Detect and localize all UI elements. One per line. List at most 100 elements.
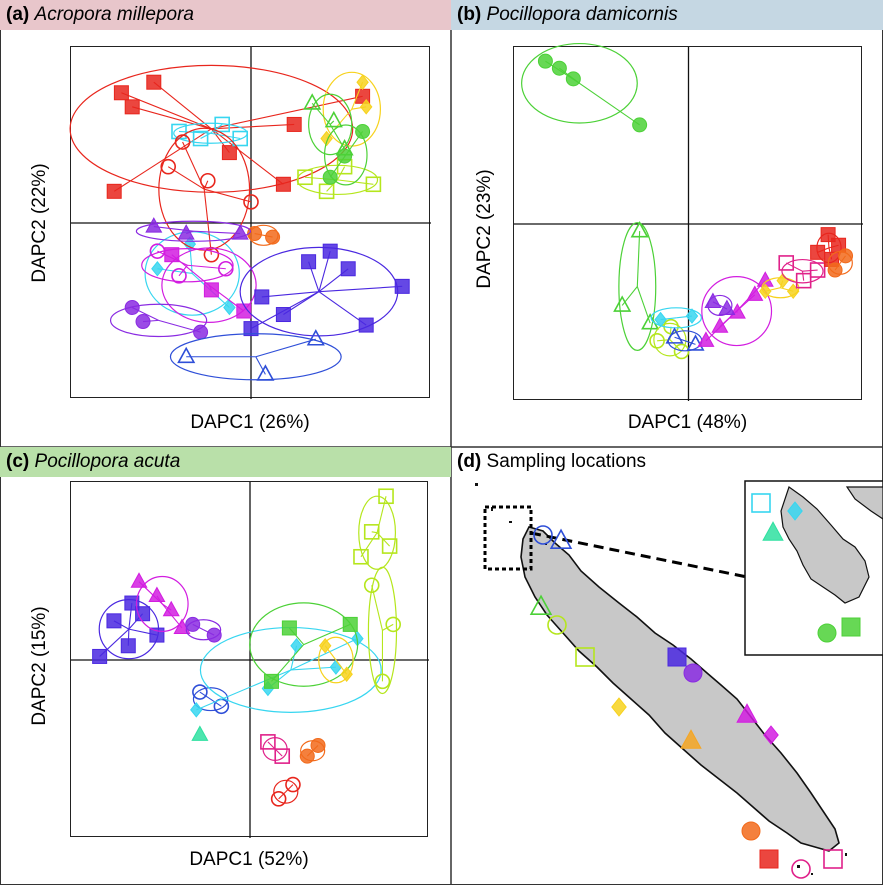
series-pink-square [260,734,291,764]
centroid-spoke [311,102,331,125]
centroid-spoke [274,748,283,757]
data-point [124,595,140,611]
data-point [191,725,209,741]
inset-land [780,486,870,604]
data-point [254,289,270,305]
series-pink-square [778,255,826,289]
data-point [630,221,649,238]
map-sites [529,493,861,879]
inertia-ellipse [618,222,657,351]
data-point [177,346,196,364]
centroid-spoke [193,230,241,235]
data-point [711,317,729,333]
panel-a-header: (a) Acropora millepora [0,0,451,30]
inertia-ellipse [781,258,824,284]
data-point [232,130,248,147]
data-point [243,321,259,337]
data-point [218,260,234,277]
data-point [318,183,335,200]
data-point [151,260,164,277]
panel-b: (b) Pocillopora damicornis DAPC2 (23%) D… [451,0,883,447]
series-violet-circle [109,299,209,340]
site-marker [823,849,843,869]
data-point [310,737,326,753]
series-lime-circle [363,566,402,695]
inset-map [744,480,883,656]
data-point [365,176,382,193]
series-yellow-diamond [320,71,382,147]
series-red-circle [270,776,301,807]
data-point [275,176,291,192]
data-point [297,169,313,186]
data-point [120,638,136,654]
data-point [243,194,259,210]
series-red-square [69,64,371,199]
inset-region-box [483,505,533,571]
panel-c-ylabel: DAPC2 (15%) [29,606,50,726]
data-point [231,224,249,240]
data-point [265,229,281,245]
data-point [106,613,122,629]
data-point [113,85,129,101]
centroid-spoke [113,128,212,192]
inset-site-marker [841,617,861,637]
site-marker [667,647,687,667]
series-blue-triangle [665,327,705,352]
data-point [192,130,209,147]
data-point [809,262,826,278]
centroid-spoke [211,95,363,130]
data-point [613,295,632,312]
site-marker [741,821,761,841]
centroid-spoke [371,531,378,534]
data-point [665,327,684,344]
data-point [363,577,380,594]
inertia-ellipse [273,779,299,804]
data-point [704,292,722,308]
inertia-ellipse [135,220,252,242]
series-green-triangle [303,93,354,156]
inertia-ellipse [701,276,773,347]
data-point [329,659,343,675]
data-point [565,71,581,87]
data-point [256,364,275,381]
data-point [355,123,371,139]
inertia-ellipse [358,495,397,570]
site-marker [759,849,779,869]
data-point [149,627,165,643]
centroid-spoke [211,123,295,130]
series-magenta-circle [141,243,234,284]
data-point [359,99,373,115]
series-red-circle [158,127,259,263]
data-point [185,616,201,632]
centroid-spoke [204,188,252,203]
inertia-ellipse [521,42,638,124]
centroid-spoke [210,132,241,140]
series-red-square [810,227,847,267]
panel-c-species: Pocillopora acuta [34,451,181,472]
data-point [260,734,276,750]
inset-site-marker [817,623,837,643]
data-point [177,224,195,240]
series-cyan-diamond [190,626,382,718]
data-point [263,673,279,689]
centroid-spoke [329,120,335,125]
data-point [149,243,166,259]
panel-a-label: (a) [6,4,30,25]
data-point [270,791,287,807]
centroid-spoke [684,340,696,345]
centroid-spoke [318,285,403,293]
series-indigo-square [239,243,410,337]
series-green-square [249,602,359,689]
panel-b-species: Pocillopora damicornis [486,4,678,25]
data-point [778,255,795,271]
data-point [632,117,648,133]
centroid-spoke [211,128,284,185]
site-marker [611,697,627,717]
data-point [193,324,209,340]
series-violet-circle [185,616,222,643]
inset-site-marker [762,521,784,541]
data-point [394,278,410,294]
panel-c-plot [70,481,429,838]
centroid-spoke [267,741,276,750]
data-point [810,244,826,260]
